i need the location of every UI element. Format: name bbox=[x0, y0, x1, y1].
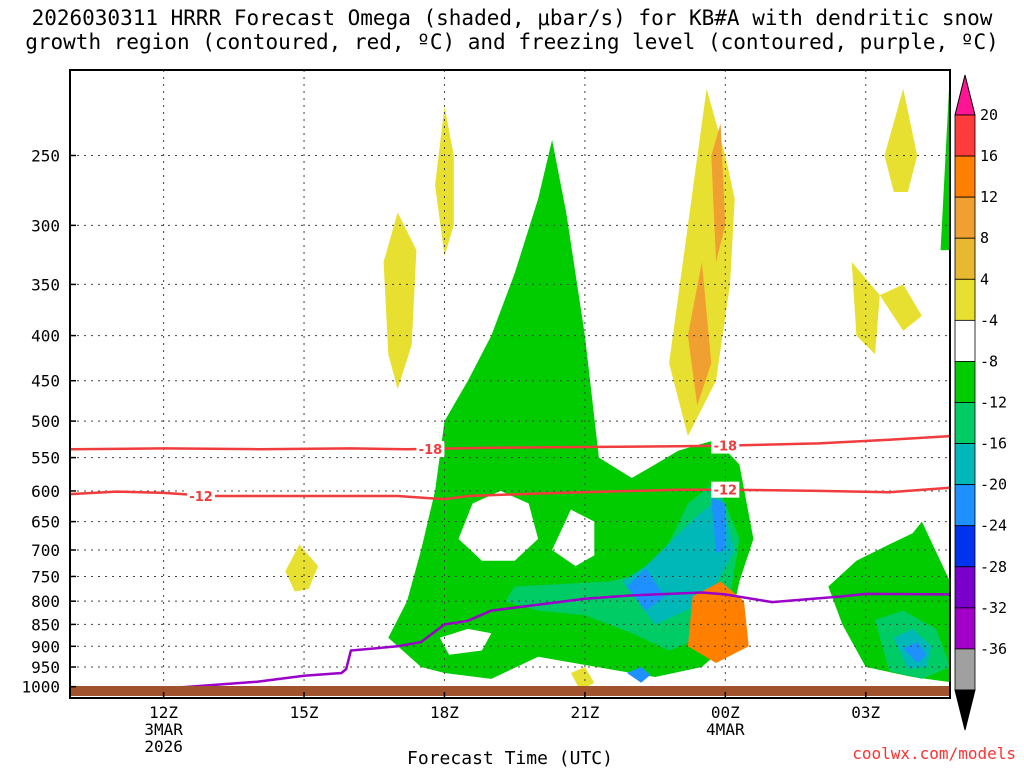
colorbar-label: -12 bbox=[980, 394, 1007, 412]
y-tick-label-550: 550 bbox=[31, 449, 60, 468]
region-hole-1 bbox=[458, 490, 539, 561]
contour-label: -18 bbox=[419, 443, 443, 458]
x-tick-label-15Z: 15Z bbox=[290, 703, 319, 722]
contour-dendritic--12C bbox=[70, 486, 950, 501]
colorbar-label: -8 bbox=[980, 352, 998, 370]
title-line-2: growth region (contoured, red, ºC) and f… bbox=[25, 30, 999, 54]
colorbar-swatch bbox=[954, 525, 976, 568]
colorbar-swatch bbox=[954, 361, 976, 403]
colorbar-swatch bbox=[954, 402, 976, 444]
colorbar: 20 16 12 8 4 -4 -8 -12 -16 -20 -24 -28 -32 -36 bbox=[954, 74, 1007, 731]
colorbar-label: -16 bbox=[980, 435, 1007, 453]
colorbar-swatch bbox=[954, 484, 976, 527]
colorbar-label: -36 bbox=[980, 640, 1007, 658]
region-orange-b bbox=[711, 123, 726, 262]
colorbar-swatch bbox=[954, 566, 976, 609]
colorbar-label: -32 bbox=[980, 599, 1007, 617]
colorbar-swatch bbox=[954, 443, 976, 486]
contour-label: -12 bbox=[714, 484, 738, 499]
ground-band bbox=[70, 686, 950, 696]
contour-dendritic--18C bbox=[70, 434, 950, 451]
contour-label-bg bbox=[711, 437, 740, 454]
y-tick-label-800: 800 bbox=[31, 592, 60, 611]
y-tick-label-1000: 1000 bbox=[21, 678, 60, 697]
region-blue-right bbox=[903, 642, 927, 663]
title-line-1: 2026030311 HRRR Forecast Omega (shaded, … bbox=[31, 6, 993, 30]
colorbar-top-arrow bbox=[954, 74, 976, 116]
region-orange-ring bbox=[687, 581, 749, 663]
colorbar-label: -4 bbox=[980, 311, 998, 329]
colorbar-swatch bbox=[954, 237, 976, 280]
colorbar-swatch bbox=[954, 155, 976, 198]
colorbar-label: -28 bbox=[980, 558, 1007, 576]
y-tick-label-750: 750 bbox=[31, 567, 60, 586]
colorbar-swatch bbox=[954, 648, 976, 691]
region-yellow-b bbox=[383, 212, 417, 390]
site-credit: coolwx.com/models bbox=[852, 744, 1016, 763]
colorbar-swatch bbox=[954, 114, 976, 157]
colorbar-label: 4 bbox=[980, 270, 989, 288]
y-tick-label-300: 300 bbox=[31, 216, 60, 235]
y-tick-label-250: 250 bbox=[31, 146, 60, 165]
contour-lines: -18 -18 -12 -12 bbox=[70, 434, 950, 695]
y-tick-label-350: 350 bbox=[31, 275, 60, 294]
x-axis-label: Forecast Time (UTC) bbox=[407, 748, 613, 768]
y-tick-label-950: 950 bbox=[31, 658, 60, 677]
y-tick-label-600: 600 bbox=[31, 482, 60, 501]
region-yellow-g bbox=[285, 544, 319, 592]
region-blue-lower bbox=[627, 667, 651, 683]
colorbar-swatch bbox=[954, 278, 976, 321]
y-tick-label-700: 700 bbox=[31, 541, 60, 560]
x-tick-label-00Z: 00Z bbox=[711, 703, 740, 722]
contour-label: -18 bbox=[714, 440, 738, 455]
colorbar-swatch bbox=[954, 319, 976, 362]
contour-label-bg bbox=[416, 441, 445, 458]
region-hole-2 bbox=[552, 509, 595, 567]
region-blue-core2 bbox=[627, 568, 665, 611]
x-tick-date: 3MAR bbox=[144, 720, 183, 739]
contour-label: -12 bbox=[189, 490, 213, 505]
region-hole-3 bbox=[439, 628, 492, 655]
contour-label-bg bbox=[187, 488, 216, 505]
shaded-omega-regions bbox=[285, 70, 950, 691]
y-tick-label-450: 450 bbox=[31, 372, 60, 391]
contour-label-bg bbox=[711, 481, 740, 498]
x-tick-label-03Z: 03Z bbox=[851, 703, 880, 722]
plot-frame bbox=[69, 69, 951, 699]
region-green-edge bbox=[940, 70, 950, 251]
colorbar-label: 20 bbox=[980, 106, 998, 124]
colorbar-bottom-arrow bbox=[954, 689, 976, 731]
region-yellow-f bbox=[884, 88, 918, 192]
x-tick-label-18Z: 18Z bbox=[430, 703, 459, 722]
contour-freezing-level bbox=[70, 591, 950, 695]
y-tick-label-650: 650 bbox=[31, 513, 60, 532]
colorbar-label: -20 bbox=[980, 476, 1007, 494]
y-tick-label-850: 850 bbox=[31, 615, 60, 634]
chart-title: 2026030311 HRRR Forecast Omega (shaded, … bbox=[0, 6, 1024, 54]
region-yellow-h bbox=[570, 667, 595, 691]
x-tick-year: 2026 bbox=[144, 737, 183, 756]
x-tick-label-21Z: 21Z bbox=[570, 703, 599, 722]
x-tick-label-12Z: 12Z bbox=[149, 703, 178, 722]
y-tick-label-400: 400 bbox=[31, 327, 60, 346]
y-tick-label-900: 900 bbox=[31, 637, 60, 656]
x-tick-date: 4MAR bbox=[706, 720, 745, 739]
colorbar-swatch bbox=[954, 196, 976, 239]
colorbar-label: 12 bbox=[980, 188, 998, 206]
colorbar-label: 8 bbox=[980, 229, 989, 247]
y-axis: 250 300 350 400 450 500 550 600 650 700 750 800 850 9… bbox=[21, 146, 76, 697]
y-tick-label-500: 500 bbox=[31, 412, 60, 431]
colorbar-swatch bbox=[954, 607, 976, 650]
region-blue-core bbox=[711, 497, 726, 553]
region-orange-a bbox=[687, 261, 712, 406]
region-yellow-a bbox=[435, 106, 454, 256]
colorbar-label: -24 bbox=[980, 517, 1007, 535]
region-yellow-e bbox=[879, 284, 922, 331]
colorbar-label: 16 bbox=[980, 147, 998, 165]
